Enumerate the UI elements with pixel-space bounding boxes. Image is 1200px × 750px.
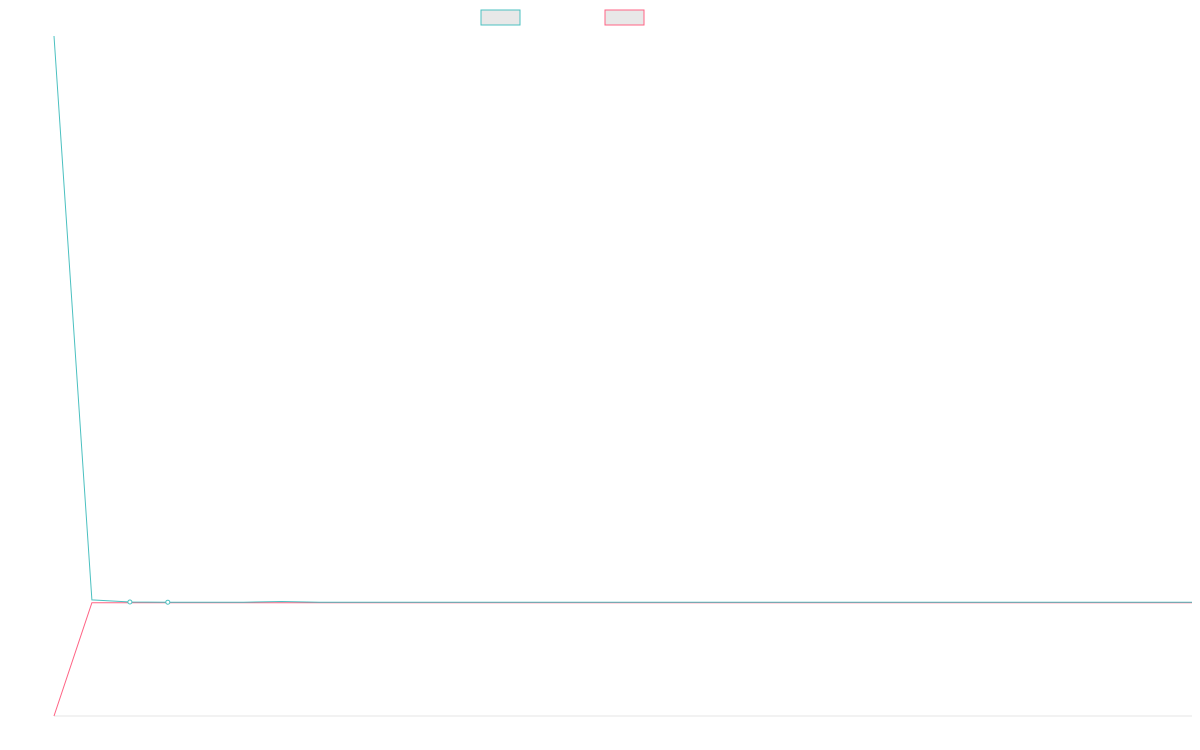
legend — [480, 9, 645, 26]
series-line-1 — [53, 602, 1192, 717]
series-layer — [53, 35, 1192, 717]
legend-swatch-1[interactable] — [604, 9, 645, 26]
series-line-0 — [53, 35, 1192, 603]
data-point-0-2[interactable] — [127, 599, 133, 605]
legend-swatch-0[interactable] — [480, 9, 521, 26]
data-point-0-3[interactable] — [165, 599, 171, 605]
